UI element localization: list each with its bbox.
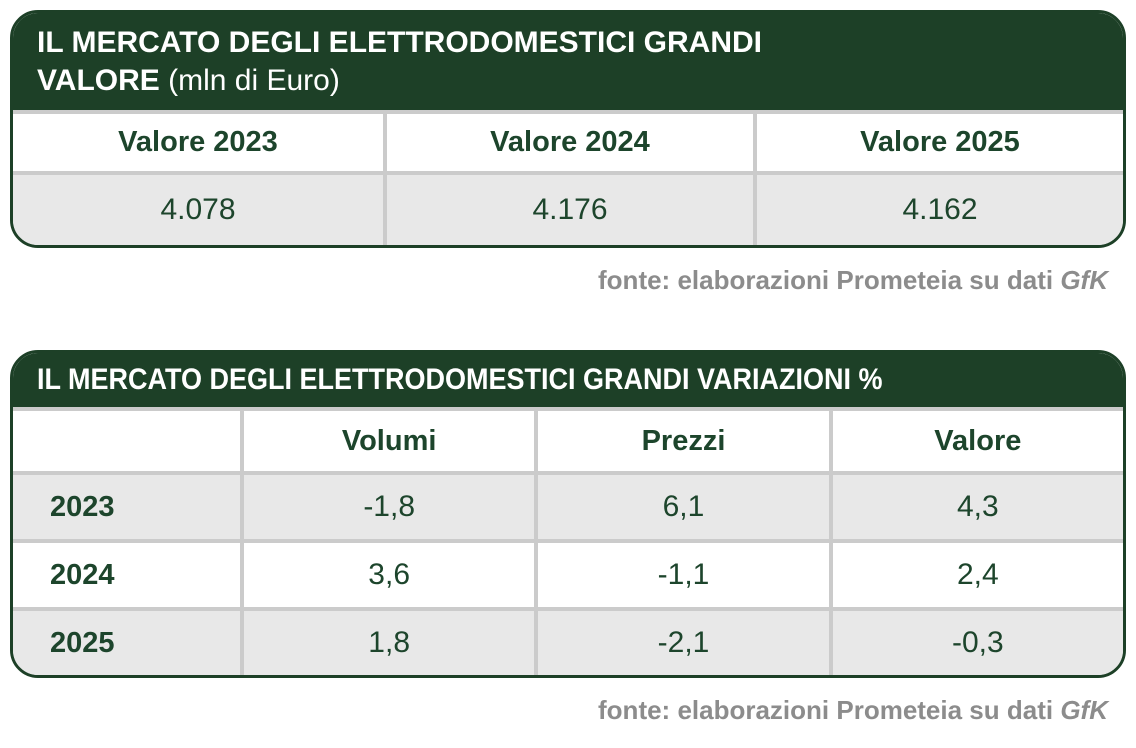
variazioni-header-empty <box>13 411 240 471</box>
valore-table: Valore 2023 Valore 2024 Valore 2025 4.07… <box>13 114 1123 245</box>
valore-value-2025: 4.162 <box>753 171 1123 245</box>
valore-table-title: IL MERCATO DEGLI ELETTRODOMESTICI GRANDI… <box>13 13 1123 114</box>
row-2025-valore: -0,3 <box>828 607 1123 675</box>
row-2025-label: 2025 <box>13 607 240 675</box>
row-2025-prezzi: -2,1 <box>534 607 829 675</box>
row-2024-volumi: 3,6 <box>240 539 535 607</box>
variazioni-table-card: IL MERCATO DEGLI ELETTRODOMESTICI GRANDI… <box>10 350 1126 678</box>
source-note-2-text: fonte: elaborazioni Prometeia su dati <box>598 695 1061 725</box>
valore-title-line2: VALORE (mln di Euro) <box>37 62 1099 100</box>
variazioni-header-prezzi: Prezzi <box>534 411 829 471</box>
source-note-2-gfk: GfK <box>1060 695 1108 725</box>
valore-header-2024: Valore 2024 <box>383 114 753 171</box>
valore-value-2024: 4.176 <box>383 171 753 245</box>
row-2023-prezzi: 6,1 <box>534 471 829 539</box>
valore-header-2025: Valore 2025 <box>753 114 1123 171</box>
valore-value-2023: 4.078 <box>13 171 383 245</box>
valore-title-line2-unit: (mln di Euro) <box>159 64 340 97</box>
row-2023-valore: 4,3 <box>828 471 1123 539</box>
valore-title-line2-bold: VALORE <box>37 64 160 97</box>
variazioni-header-volumi: Volumi <box>240 411 535 471</box>
valore-header-2023: Valore 2023 <box>13 114 383 171</box>
source-note-2: fonte: elaborazioni Prometeia su dati Gf… <box>0 694 1108 726</box>
valore-table-card: IL MERCATO DEGLI ELETTRODOMESTICI GRANDI… <box>10 10 1126 248</box>
row-2024-label: 2024 <box>13 539 240 607</box>
source-note-1-gfk: GfK <box>1060 265 1108 295</box>
row-2024-prezzi: -1,1 <box>534 539 829 607</box>
variazioni-header-valore: Valore <box>828 411 1123 471</box>
row-2023-volumi: -1,8 <box>240 471 535 539</box>
row-2023-label: 2023 <box>13 471 240 539</box>
row-2025-volumi: 1,8 <box>240 607 535 675</box>
variazioni-title-text: IL MERCATO DEGLI ELETTRODOMESTICI GRANDI… <box>37 363 883 396</box>
variazioni-table-title: IL MERCATO DEGLI ELETTRODOMESTICI GRANDI… <box>13 353 1123 411</box>
source-note-1-text: fonte: elaborazioni Prometeia su dati <box>598 265 1061 295</box>
valore-title-line1: IL MERCATO DEGLI ELETTRODOMESTICI GRANDI <box>37 26 763 59</box>
row-2024-valore: 2,4 <box>828 539 1123 607</box>
source-note-1: fonte: elaborazioni Prometeia su dati Gf… <box>0 264 1108 296</box>
variazioni-table: Volumi Prezzi Valore 2023 -1,8 6,1 4,3 2… <box>13 411 1123 675</box>
